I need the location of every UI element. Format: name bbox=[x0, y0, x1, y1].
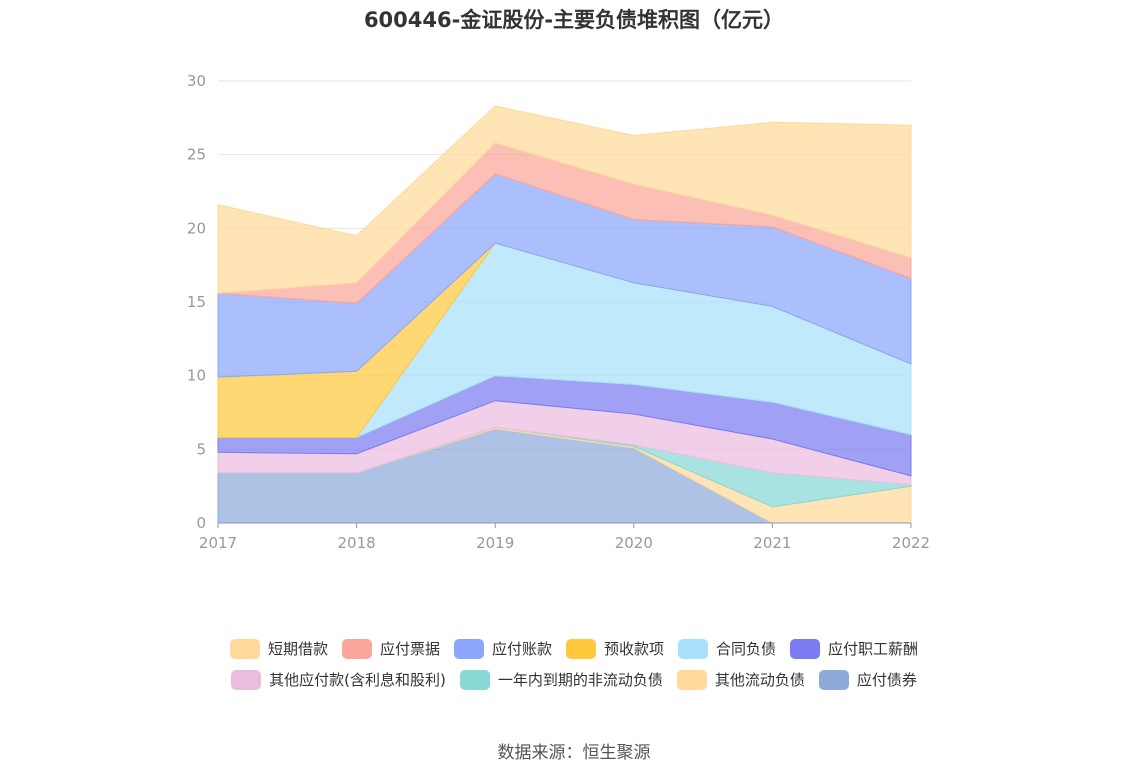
x-tick-label: 2020 bbox=[615, 534, 653, 552]
legend-item[interactable]: 其他应付款(含利息和股利) bbox=[231, 669, 446, 690]
legend-row: 其他应付款(含利息和股利) 一年内到期的非流动负债 其他流动负债 应付债券 bbox=[0, 669, 1148, 690]
legend-swatch bbox=[229, 638, 260, 659]
legend-label: 应付票据 bbox=[379, 640, 440, 658]
data-source-note: 数据来源：恒生聚源 bbox=[497, 743, 651, 763]
legend-item[interactable]: 应付职工薪酬 bbox=[790, 638, 918, 659]
legend-swatch bbox=[566, 638, 596, 659]
legend-label: 预收款项 bbox=[604, 640, 665, 658]
y-tick-label: 25 bbox=[187, 146, 206, 164]
legend-item[interactable]: 应付票据 bbox=[341, 638, 440, 659]
x-tick-label: 2017 bbox=[199, 534, 237, 552]
y-tick-label: 10 bbox=[187, 367, 206, 385]
legend-swatch bbox=[453, 638, 484, 659]
legend-item[interactable]: 短期借款 bbox=[229, 638, 328, 659]
legend-item[interactable]: 应付账款 bbox=[453, 638, 552, 659]
legend-label: 应付债券 bbox=[856, 671, 917, 689]
y-tick-label: 5 bbox=[196, 440, 206, 458]
legend-label: 合同负债 bbox=[716, 640, 777, 658]
area-series-9 bbox=[217, 105, 912, 294]
legend-item[interactable]: 一年内到期的非流动负债 bbox=[459, 669, 663, 690]
stacked-area-chart: 0 5 10 15 20 25 30 2017 2018 2019 2020 2021 2022 bbox=[187, 72, 930, 552]
legend-label: 其他流动负债 bbox=[714, 671, 805, 689]
legend-swatch bbox=[341, 638, 372, 659]
x-tick-label: 2021 bbox=[753, 534, 791, 552]
y-tick-label: 0 bbox=[196, 514, 206, 532]
legend-swatch bbox=[459, 669, 490, 690]
legend-label: 短期借款 bbox=[267, 640, 328, 658]
legend-swatch bbox=[676, 669, 707, 690]
legend-label: 应付账款 bbox=[491, 640, 552, 658]
legend-label: 其他应付款(含利息和股利) bbox=[269, 671, 446, 689]
y-tick-label: 20 bbox=[187, 219, 206, 237]
chart-title: 600446-金证股份-主要负债堆积图（亿元） bbox=[363, 8, 785, 32]
legend-swatch bbox=[790, 638, 821, 659]
legend-item[interactable]: 其他流动负债 bbox=[676, 669, 805, 690]
legend-item[interactable]: 预收款项 bbox=[566, 638, 664, 659]
x-tick-label: 2019 bbox=[476, 534, 514, 552]
x-tick-label: 2018 bbox=[338, 534, 376, 552]
y-tick-label: 30 bbox=[187, 72, 206, 90]
y-tick-label: 15 bbox=[187, 293, 206, 311]
legend-label: 一年内到期的非流动负债 bbox=[497, 671, 663, 689]
legend-row: 短期借款 应付票据 应付账款 预收款项 合同负债 应付职工薪酬 bbox=[0, 638, 1148, 659]
legend-swatch bbox=[678, 638, 709, 659]
legend-swatch bbox=[818, 669, 849, 690]
axes: 0 5 10 15 20 25 30 2017 2018 2019 2020 2021 2022 bbox=[187, 72, 930, 552]
legend-swatch bbox=[231, 669, 262, 690]
legend-label: 应付职工薪酬 bbox=[828, 640, 919, 658]
legend-item[interactable]: 合同负债 bbox=[678, 638, 776, 659]
legend-item[interactable]: 应付债券 bbox=[818, 669, 917, 690]
x-tick-label: 2022 bbox=[892, 534, 930, 552]
area-series bbox=[217, 105, 912, 524]
legend: 短期借款 应付票据 应付账款 预收款项 合同负债 应付职工薪酬其他应付款(含利息和股利) 一… bbox=[0, 638, 1148, 700]
